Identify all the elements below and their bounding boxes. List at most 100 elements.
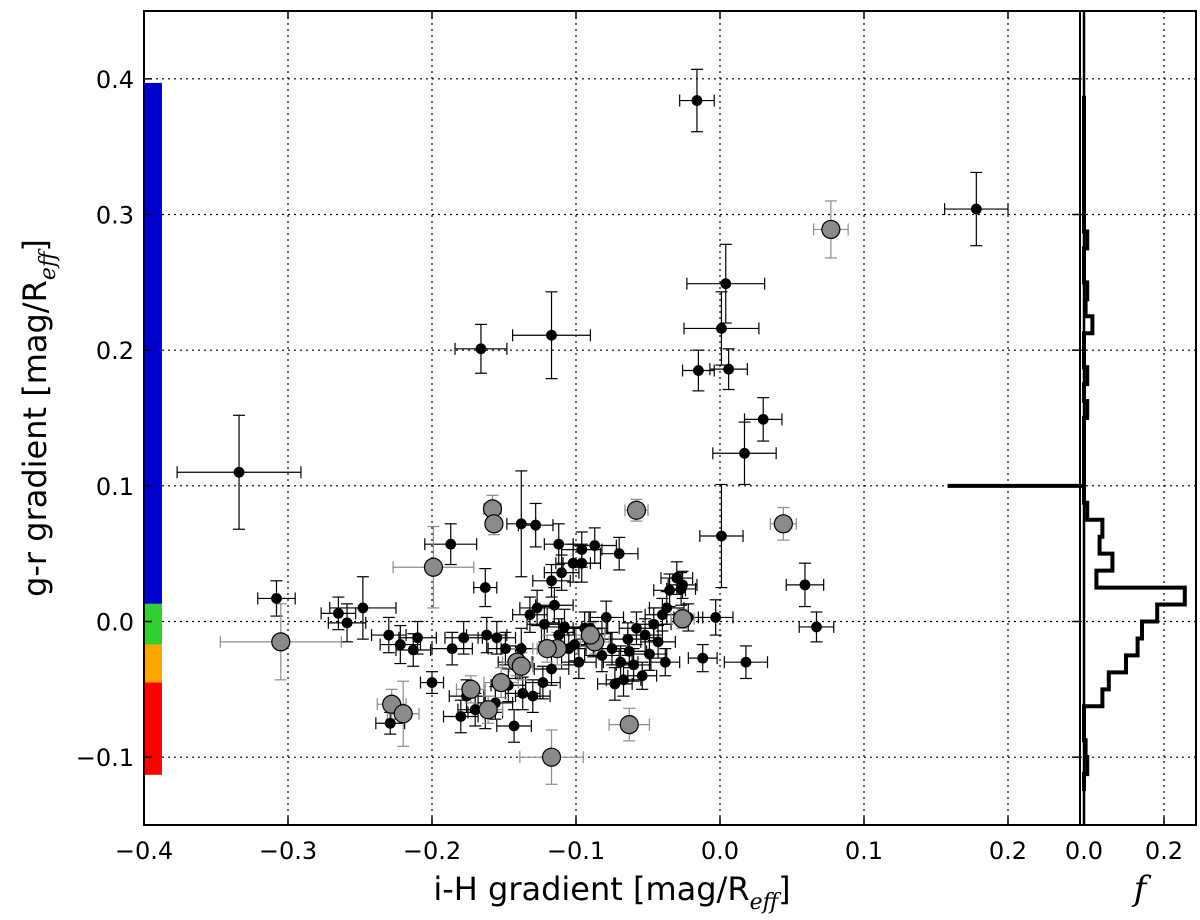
grey-data-point	[491, 672, 511, 693]
grey-data-point	[541, 747, 562, 767]
y-tick-label: −0.1	[76, 744, 134, 772]
black-data-point	[723, 363, 735, 375]
black-data-point	[556, 567, 567, 579]
black-data-point	[479, 582, 491, 593]
black-data-point	[559, 621, 570, 633]
black-data-point	[710, 612, 722, 623]
black-data-point	[609, 678, 621, 690]
black-data-point	[615, 656, 627, 668]
black-data-point	[589, 540, 601, 551]
black-data-point	[596, 650, 608, 661]
black-data-point	[631, 622, 642, 634]
grey-data-point	[672, 609, 693, 629]
histogram-step-outline	[1082, 95, 1187, 792]
black-data-point	[546, 663, 557, 675]
histogram-ticks: 0.0 0.2	[1065, 817, 1183, 865]
black-data-point	[661, 602, 673, 614]
black-data-point	[622, 633, 634, 645]
black-data-point	[332, 607, 344, 619]
color-bar-segment-1	[145, 603, 162, 645]
main-ticks: −0.4 −0.3 −0.2 −0.1 0.0 0.1 0.2 −0.1 0.0 0.1 0.2 0.…	[76, 11, 1080, 865]
black-data-point	[426, 677, 438, 688]
x-axis-title-subscript: eff	[750, 890, 782, 915]
y-tick-label: 0.3	[96, 202, 134, 230]
black-data-point	[553, 629, 565, 641]
black-data-point	[455, 711, 467, 722]
black-data-point	[446, 643, 458, 655]
black-data-point	[757, 413, 769, 425]
black-data-point	[515, 643, 527, 655]
black-data-point	[799, 579, 811, 591]
y-tick-label: 0.4	[96, 66, 134, 94]
y-tick-label: 0.0	[96, 609, 134, 637]
black-data-point	[970, 203, 982, 215]
grey-data-point	[773, 514, 793, 534]
main-colorbar	[145, 82, 162, 775]
grey-data-point	[619, 715, 639, 735]
black-data-point	[549, 599, 560, 611]
black-data-point	[716, 530, 727, 542]
black-data-point	[524, 609, 536, 621]
black-data-point	[445, 538, 457, 550]
y-tick-label: 0.1	[96, 473, 134, 501]
black-data-point	[407, 644, 419, 656]
y-tick-label: 0.2	[96, 337, 134, 365]
x-axis-title-main: i-H gradient [mag/R	[433, 870, 749, 908]
black-data-point	[644, 648, 655, 660]
y-axis-title-subscript: eff	[36, 248, 61, 280]
black-data-point	[740, 656, 752, 668]
black-data-point	[481, 629, 493, 641]
black-data-point	[531, 602, 543, 614]
black-data-point	[537, 677, 549, 688]
black-data-point	[394, 639, 406, 650]
black-data-point	[600, 612, 612, 623]
x-tick-label: 0.0	[701, 837, 739, 865]
black-data-point	[623, 645, 635, 657]
black-data-point	[576, 544, 588, 555]
color-bar-segment-2	[145, 644, 162, 683]
color-bar-segment-0	[145, 82, 162, 604]
black-data-point	[515, 518, 527, 530]
black-data-point	[652, 636, 664, 648]
black-data-point	[233, 466, 245, 478]
black-data-point	[648, 618, 660, 630]
x-tick-label: 0.1	[845, 837, 883, 865]
histogram-frame	[1079, 10, 1197, 826]
grey-data-point	[271, 632, 291, 652]
grey-data-point	[423, 557, 444, 577]
grey-data-point	[626, 500, 647, 520]
black-data-point	[271, 593, 282, 604]
main-grid	[144, 11, 1080, 825]
black-data-point	[677, 579, 688, 591]
grey-data-point	[821, 219, 841, 240]
y-axis-title: g-r gradient [mag/Reff]	[16, 239, 61, 597]
histogram-bars	[947, 11, 1187, 825]
black-data-point	[530, 519, 542, 531]
main-points	[233, 95, 982, 767]
histogram-grid	[1080, 11, 1196, 825]
grey-data-point	[537, 639, 557, 659]
black-data-point	[538, 618, 550, 630]
black-data-point	[576, 557, 588, 569]
black-data-point	[636, 670, 648, 682]
black-data-point	[811, 621, 822, 633]
black-data-point	[458, 632, 470, 644]
y-axis-title-main: g-r gradient [mag/R	[16, 280, 54, 597]
black-data-point	[384, 717, 396, 729]
x-tick-label: 0.2	[989, 837, 1027, 865]
black-data-point	[517, 688, 529, 699]
histogram-x-tick-label: 0.2	[1145, 837, 1183, 865]
x-tick-label: −0.3	[259, 837, 317, 865]
x-axis-title-end: ]	[778, 870, 790, 908]
black-data-point	[475, 343, 487, 355]
black-data-point	[720, 278, 732, 290]
x-tick-label: −0.2	[403, 837, 461, 865]
black-data-point	[500, 643, 511, 655]
grey-data-point	[461, 679, 481, 699]
black-data-point	[697, 652, 709, 664]
color-bar-segment-3	[145, 682, 162, 775]
black-data-point	[716, 323, 727, 334]
black-data-point	[412, 632, 424, 644]
black-data-point	[613, 548, 625, 560]
